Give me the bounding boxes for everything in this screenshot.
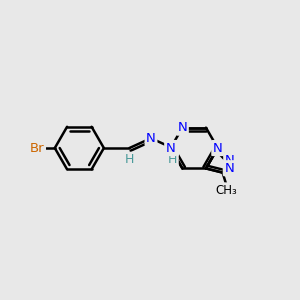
Text: N: N <box>225 154 235 167</box>
Text: N: N <box>168 142 177 154</box>
Text: CH₃: CH₃ <box>216 184 237 197</box>
Text: Br: Br <box>30 142 44 154</box>
Text: N: N <box>224 162 234 175</box>
Text: H: H <box>125 153 134 166</box>
Text: N: N <box>146 132 156 145</box>
Text: H: H <box>168 153 177 166</box>
Text: N: N <box>166 142 176 154</box>
Text: N: N <box>178 121 187 134</box>
Text: N: N <box>213 142 223 154</box>
